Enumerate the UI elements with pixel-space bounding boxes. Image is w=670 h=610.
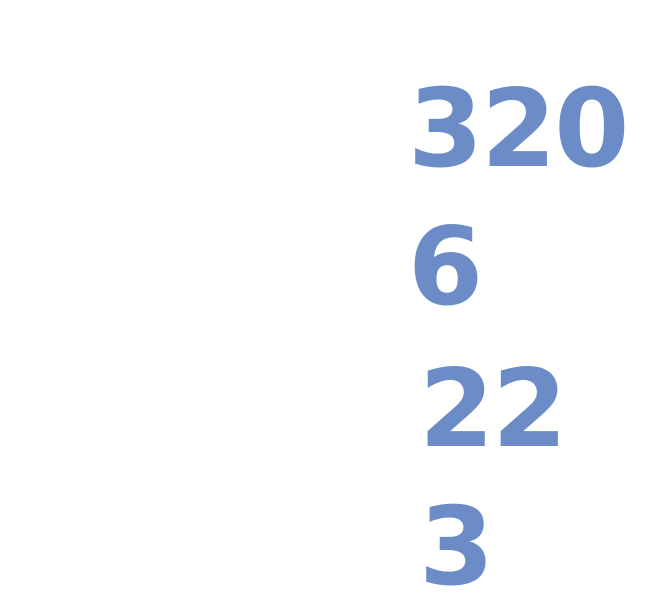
number-value-22: 22 bbox=[419, 347, 567, 472]
number-value-6: 6 bbox=[408, 205, 483, 330]
number-value-320: 320 bbox=[408, 67, 629, 192]
number-value-3: 3 bbox=[419, 485, 494, 610]
